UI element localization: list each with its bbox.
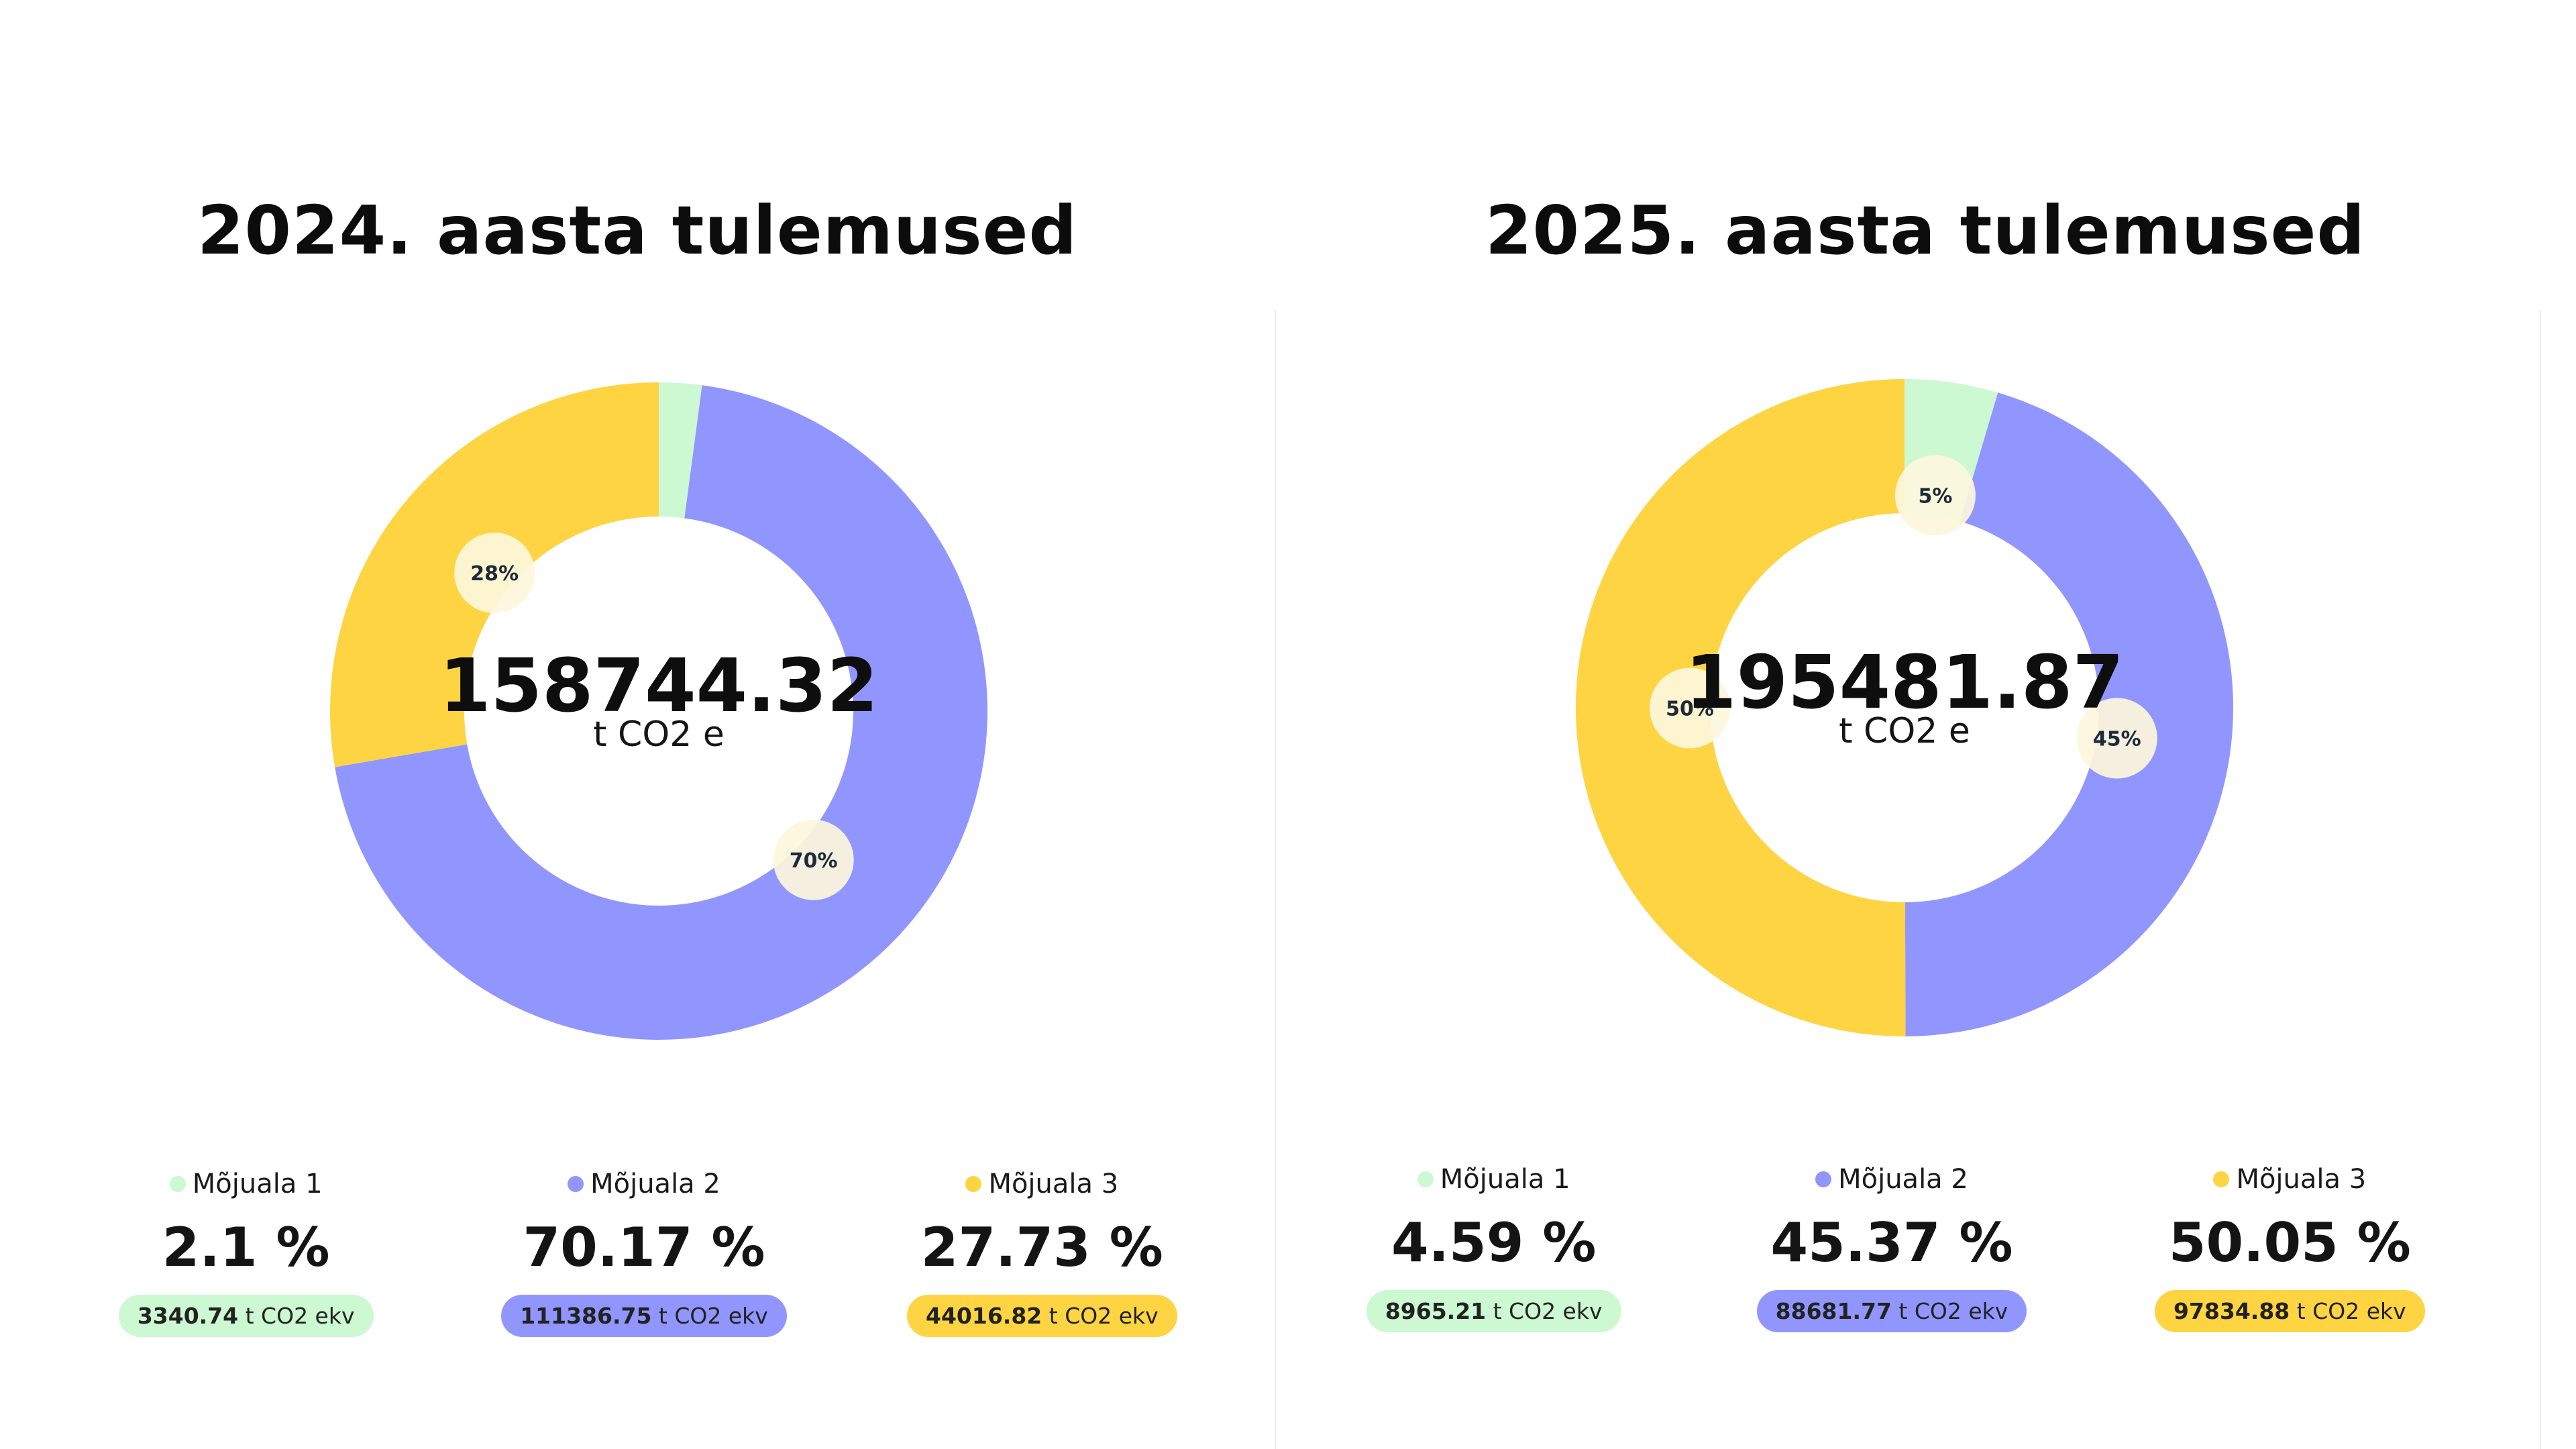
- chart-title-2024: 2024. aasta tulemused: [197, 191, 1078, 270]
- legend-item-scope1: Mõjuala 1 2.1 % 3340.74 t CO2 ekv: [47, 1164, 445, 1337]
- amount-unit: t CO2 ekv: [1049, 1303, 1159, 1329]
- amount-unit: t CO2 ekv: [1493, 1298, 1603, 1324]
- amount-unit: t CO2 ekv: [1898, 1298, 2008, 1324]
- amount-pill: 8965.21 t CO2 ekv: [1366, 1290, 1621, 1332]
- legend-percent: 70.17 %: [523, 1216, 765, 1279]
- legend-item-scope2: Mõjuala 2 70.17 % 111386.75 t CO2 ekv: [445, 1164, 843, 1337]
- donut-slice-scope2: [1904, 392, 2233, 1036]
- legend-2025: Mõjuala 1 4.59 % 8965.21 t CO2 ekv Mõjua…: [1295, 1159, 2489, 1332]
- amount-value: 97834.88: [2173, 1298, 2290, 1324]
- percent-badge: 5%: [1894, 455, 1976, 536]
- panel-2024: 2024. aasta tulemused 70% 28% 158744.32 t…: [0, 0, 1275, 1449]
- amount-pill: 111386.75 t CO2 ekv: [501, 1295, 787, 1337]
- panel-2025: 2025. aasta tulemused 5% 45% 50% 195481.87…: [1288, 0, 2563, 1449]
- scope1-dot-icon: [169, 1176, 186, 1192]
- amount-pill: 44016.82 t CO2 ekv: [906, 1295, 1177, 1337]
- percent-badge-label: 28%: [470, 562, 519, 586]
- legend-item-scope1: Mõjuala 1 4.59 % 8965.21 t CO2 ekv: [1295, 1159, 1693, 1332]
- percent-badge-label: 5%: [1918, 484, 1952, 508]
- legend-label: Mõjuala 2: [1838, 1164, 1968, 1195]
- amount-value: 8965.21: [1385, 1298, 1487, 1324]
- legend-label: Mõjuala 3: [988, 1169, 1119, 1199]
- scope3-dot-icon: [2213, 1171, 2230, 1187]
- amount-pill: 97834.88 t CO2 ekv: [2154, 1290, 2425, 1332]
- scope2-dot-icon: [568, 1176, 584, 1192]
- panel-divider: [1275, 310, 1276, 1449]
- percent-badge: 45%: [2076, 698, 2157, 779]
- center-total-2025: 195481.87: [1685, 639, 2124, 725]
- donut-slice-scope3: [1575, 379, 1906, 1036]
- legend-label: Mõjuala 1: [1440, 1164, 1570, 1195]
- amount-pill: 88681.77 t CO2 ekv: [1756, 1290, 2027, 1332]
- amount-unit: t CO2 ekv: [658, 1303, 768, 1329]
- chart-title-2025: 2025. aasta tulemused: [1485, 191, 2366, 270]
- center-unit-2024: t CO2 e: [593, 714, 724, 755]
- center-unit-2025: t CO2 e: [1839, 711, 1970, 751]
- donut-chart-2024: 70% 28% 158744.32 t CO2 e: [330, 382, 987, 1040]
- percent-badge: 28%: [454, 532, 535, 613]
- panel-divider: [2540, 310, 2541, 1449]
- legend-label: Mõjuala 3: [2236, 1164, 2367, 1195]
- percent-badge: 70%: [773, 819, 854, 900]
- amount-value: 111386.75: [520, 1303, 652, 1329]
- percent-badge-label: 45%: [2093, 727, 2141, 751]
- amount-value: 88681.77: [1775, 1298, 1892, 1324]
- center-total-2024: 158744.32: [439, 643, 878, 729]
- amount-unit: t CO2 ekv: [245, 1303, 355, 1329]
- percent-badge-label: 70%: [790, 849, 838, 873]
- scope3-dot-icon: [965, 1176, 982, 1192]
- donut-chart-2025: 5% 45% 50% 195481.87 t CO2 e: [1575, 379, 2233, 1036]
- percent-badge-label: 50%: [1666, 697, 1714, 720]
- legend-item-scope3: Mõjuala 3 27.73 % 44016.82 t CO2 ekv: [843, 1164, 1241, 1337]
- legend-percent: 45.37 %: [1770, 1212, 2013, 1274]
- legend-percent: 27.73 %: [920, 1216, 1163, 1279]
- amount-unit: t CO2 ekv: [2296, 1298, 2406, 1324]
- donut-slice-scope1: [659, 382, 702, 519]
- scope1-dot-icon: [1417, 1171, 1434, 1187]
- amount-pill: 3340.74 t CO2 ekv: [118, 1295, 374, 1337]
- legend-percent: 50.05 %: [2168, 1212, 2411, 1274]
- legend-2024: Mõjuala 1 2.1 % 3340.74 t CO2 ekv Mõjual…: [47, 1164, 1241, 1337]
- legend-label: Mõjuala 2: [590, 1169, 720, 1199]
- percent-badge: 50%: [1650, 667, 1731, 749]
- legend-item-scope2: Mõjuala 2 45.37 % 88681.77 t CO2 ekv: [1693, 1159, 2090, 1332]
- legend-label: Mõjuala 1: [192, 1169, 323, 1199]
- amount-value: 44016.82: [925, 1303, 1042, 1329]
- scope2-dot-icon: [1815, 1171, 1832, 1187]
- legend-item-scope3: Mõjuala 3 50.05 % 97834.88 t CO2 ekv: [2091, 1159, 2489, 1332]
- legend-percent: 4.59 %: [1391, 1212, 1597, 1274]
- amount-value: 3340.74: [137, 1303, 239, 1329]
- legend-percent: 2.1 %: [162, 1216, 330, 1279]
